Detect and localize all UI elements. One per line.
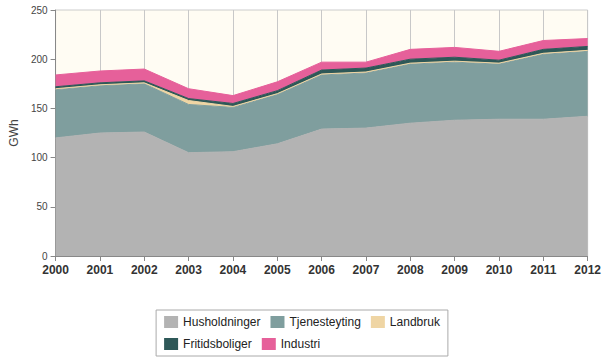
svg-text:2009: 2009 bbox=[441, 263, 468, 277]
svg-text:50: 50 bbox=[36, 201, 48, 212]
svg-text:GWh: GWh bbox=[7, 119, 21, 146]
svg-text:2010: 2010 bbox=[486, 263, 513, 277]
svg-text:2012: 2012 bbox=[574, 263, 601, 277]
svg-text:Husholdninger: Husholdninger bbox=[183, 315, 260, 329]
svg-text:2002: 2002 bbox=[131, 263, 158, 277]
svg-text:2007: 2007 bbox=[353, 263, 380, 277]
svg-text:Tjenesteyting: Tjenesteyting bbox=[289, 315, 360, 329]
svg-text:Industri: Industri bbox=[281, 337, 320, 351]
svg-text:2003: 2003 bbox=[175, 263, 202, 277]
svg-text:100: 100 bbox=[31, 152, 48, 163]
svg-text:200: 200 bbox=[31, 54, 48, 65]
svg-text:Fritidsboliger: Fritidsboliger bbox=[183, 337, 252, 351]
svg-text:2006: 2006 bbox=[308, 263, 335, 277]
svg-text:Landbruk: Landbruk bbox=[390, 315, 441, 329]
svg-text:2011: 2011 bbox=[530, 263, 556, 277]
svg-text:2005: 2005 bbox=[264, 263, 291, 277]
svg-text:2004: 2004 bbox=[220, 263, 247, 277]
svg-text:150: 150 bbox=[31, 103, 48, 114]
svg-text:250: 250 bbox=[31, 5, 48, 16]
svg-text:2000: 2000 bbox=[42, 263, 69, 277]
svg-text:2001: 2001 bbox=[87, 263, 114, 277]
svg-text:2008: 2008 bbox=[397, 263, 424, 277]
svg-text:0: 0 bbox=[42, 251, 48, 262]
